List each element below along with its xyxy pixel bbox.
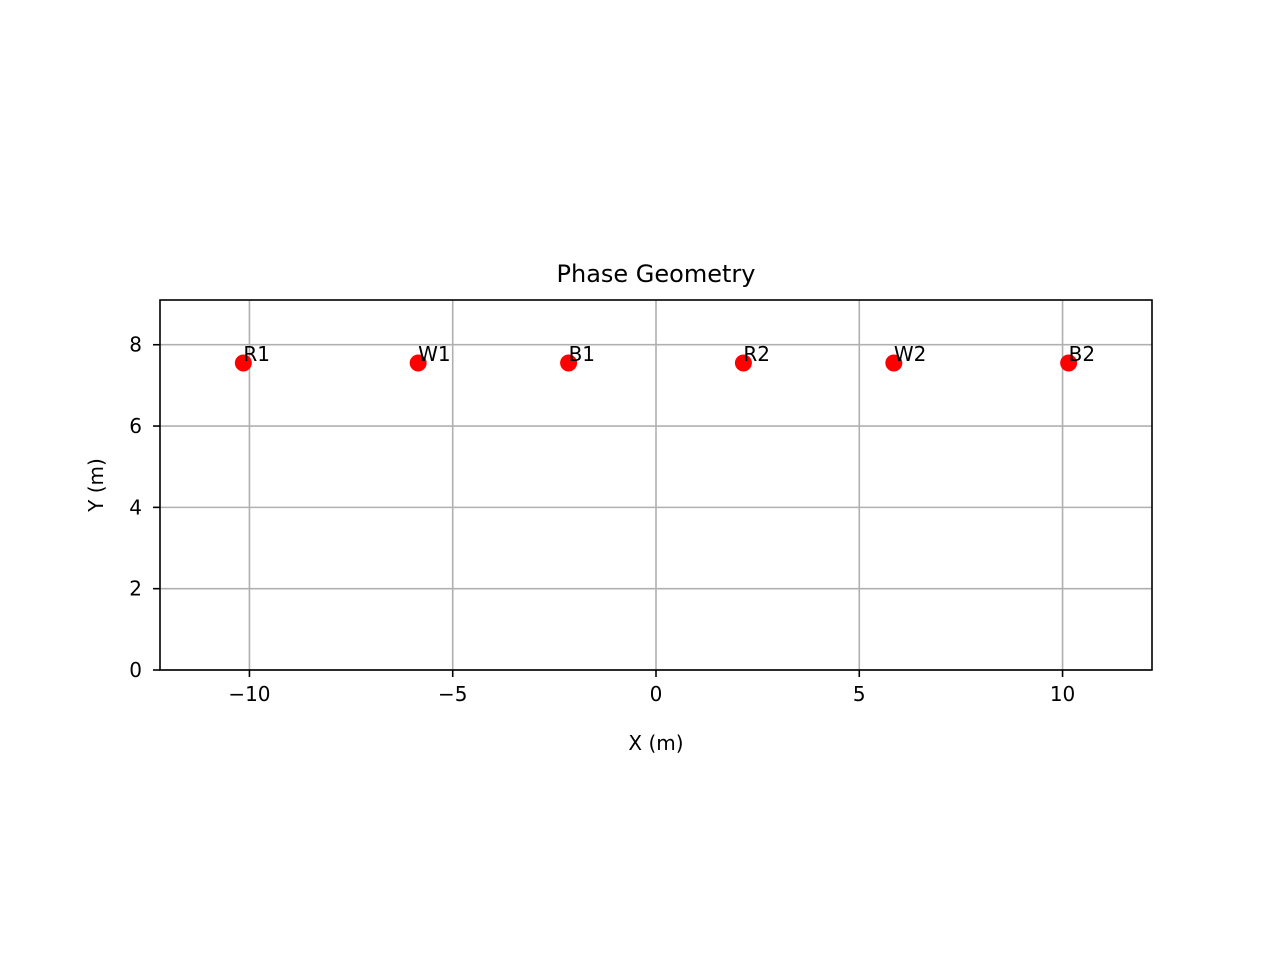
plot-frame <box>159 299 1153 671</box>
y-tick-label: 6 <box>129 414 142 438</box>
x-tick-label: 0 <box>650 682 663 706</box>
x-tick-label: −10 <box>228 682 270 706</box>
x-tick-label: −5 <box>438 682 467 706</box>
chart-title: Phase Geometry <box>557 260 756 288</box>
point-label-b1: B1 <box>569 342 595 366</box>
point-marker-w1 <box>409 354 427 372</box>
x-axis-label: X (m) <box>628 731 683 755</box>
point-label-w2: W2 <box>894 342 927 366</box>
point-label-w1: W1 <box>418 342 451 366</box>
point-marker-b2 <box>1060 354 1078 372</box>
point-label-r2: R2 <box>743 342 770 366</box>
y-tick-label: 0 <box>129 658 142 682</box>
y-axis-label: Y (m) <box>84 458 108 513</box>
data-points: R1 W1 B1 R2 W2 B2 <box>234 342 1095 372</box>
point-label-r1: R1 <box>243 342 270 366</box>
y-tick-label: 4 <box>129 495 142 519</box>
y-tick-label: 8 <box>129 333 142 357</box>
point-marker-b1 <box>560 354 578 372</box>
point-marker-r1 <box>234 354 252 372</box>
x-tick-label: 10 <box>1050 682 1075 706</box>
axis-ticks: −10 −5 0 5 10 0 2 4 6 8 <box>129 333 1075 706</box>
point-marker-w2 <box>885 354 903 372</box>
y-tick-label: 2 <box>129 577 142 601</box>
x-tick-label: 5 <box>853 682 866 706</box>
point-marker-r2 <box>734 354 752 372</box>
point-label-b2: B2 <box>1069 342 1095 366</box>
